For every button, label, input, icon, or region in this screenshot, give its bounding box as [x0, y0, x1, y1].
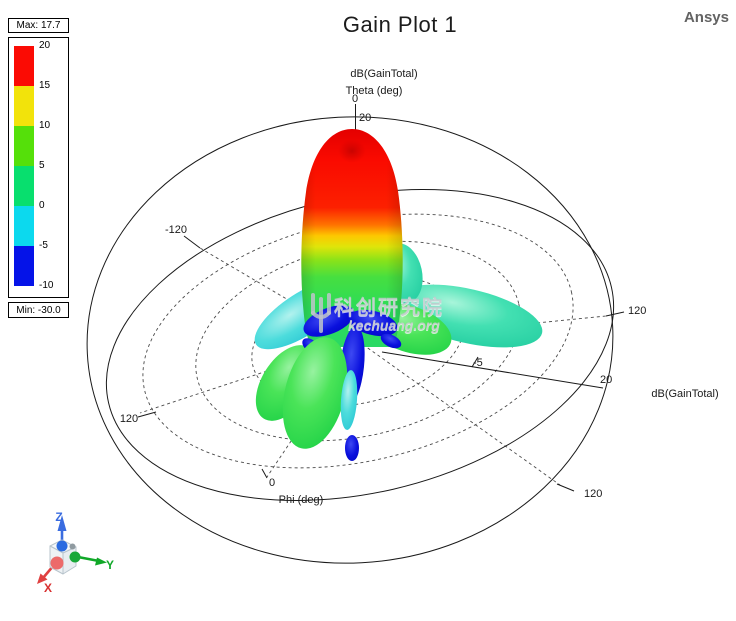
x-axis-label: X — [44, 581, 52, 595]
ansys-brand-logo: Ansys — [683, 9, 729, 26]
y-axis-arrow — [95, 557, 107, 566]
colorbar-strip — [14, 46, 34, 286]
colorbar-tick-label: 5 — [39, 160, 45, 171]
colorbar-segment — [14, 166, 34, 206]
legend-colorbar: 20 15 10 5 0 -5 -10 — [8, 37, 69, 298]
theta-zero-label: 0 — [352, 93, 358, 105]
radiation-pattern-lobes — [254, 129, 543, 461]
db-outer-label-top: 20 — [359, 112, 371, 124]
corner-ball — [69, 543, 76, 550]
colorbar-tick-label: -10 — [39, 280, 54, 291]
colorbar-segment — [14, 46, 34, 86]
legend-max-value: Max: 17.7 — [8, 18, 69, 33]
theta-axis-title: Theta (deg) — [346, 85, 403, 97]
orientation-triad[interactable]: Z Y X — [37, 510, 114, 595]
db-axis-title-top: dB(GainTotal) — [350, 68, 417, 80]
legend-min-value: Min: -30.0 — [8, 302, 69, 318]
phi-label-right: 120 — [628, 305, 646, 317]
colorbar-tick-label: 10 — [39, 120, 51, 131]
radial-db-axis — [381, 351, 604, 389]
colorbar-tick-label: -5 — [39, 240, 48, 251]
side-lobe-lower-sliver — [340, 370, 358, 430]
z-axis-ball — [56, 540, 68, 552]
main-lobe-tip — [338, 139, 366, 163]
db-mid-tick-label: -5 — [473, 357, 483, 369]
y-axis-ball — [69, 551, 81, 563]
colorbar-segment — [14, 86, 34, 126]
colorbar-segment — [14, 206, 34, 246]
colorbar-tick-label: 15 — [39, 80, 51, 91]
phi-axis-title: Phi (deg) — [279, 494, 324, 506]
axis-ticks — [137, 104, 625, 492]
db-axis-title-right: dB(GainTotal) — [651, 388, 718, 400]
db-end-label: 20 — [600, 374, 612, 386]
phi-label-lower-left: 120 — [120, 413, 138, 425]
main-lobe-shading — [301, 129, 403, 347]
x-axis-ball — [50, 556, 64, 570]
x-axis-arrow — [37, 573, 48, 584]
y-axis-label: Y — [106, 558, 114, 572]
phi-label-upper-left: -120 — [165, 224, 187, 236]
phi-label-lower-right: 120 — [584, 488, 602, 500]
z-axis-label: Z — [55, 510, 62, 524]
colorbar-tick-label: 20 — [39, 40, 51, 51]
axis-labels: dB(GainTotal) Theta (deg) 0 20 -120 120 … — [120, 68, 719, 506]
phi-zero-label: 0 — [269, 477, 275, 489]
page-title: Gain Plot 1 — [342, 12, 458, 37]
side-lobe-lower-front — [282, 337, 348, 449]
colorbar-tick-label: 0 — [39, 200, 45, 211]
z-axis-arrow — [57, 515, 67, 531]
colorbar-segment — [14, 126, 34, 166]
colorbar-segment — [14, 246, 34, 286]
null-lobe-bottom-tip — [345, 435, 359, 461]
